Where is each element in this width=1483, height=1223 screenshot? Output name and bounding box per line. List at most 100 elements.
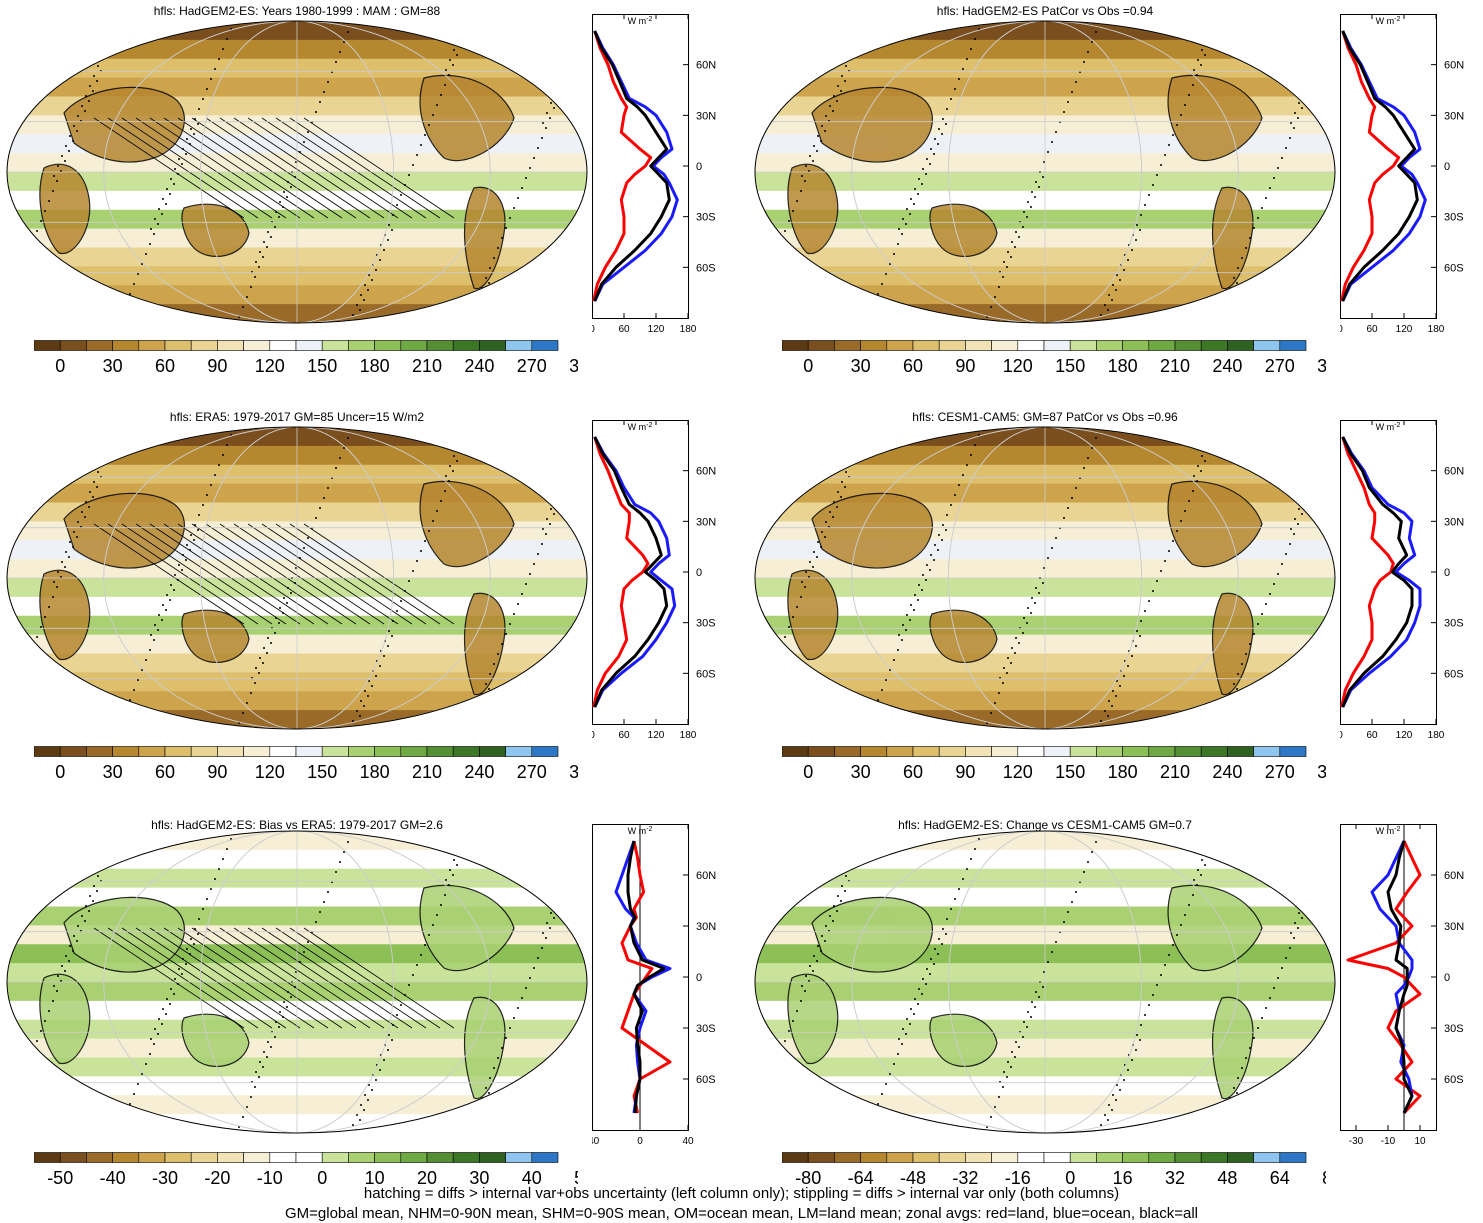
colorbar-swatch: [138, 746, 166, 757]
colorbar-label: 30: [851, 762, 871, 782]
colorbar-label: -10: [257, 1168, 283, 1188]
profile-lat-tick: 30S: [696, 618, 716, 630]
profile-lat-tick: 30N: [696, 110, 716, 122]
zonal-ocean-line: [614, 840, 672, 1114]
colorbar-swatch: [505, 340, 533, 351]
profile-lat-tick: 60S: [696, 1074, 716, 1086]
colorbar-swatch: [34, 340, 61, 351]
colorbar-swatch: [1227, 1152, 1254, 1163]
colorbar-swatch: [1122, 1152, 1150, 1163]
colorbar-swatch: [807, 746, 835, 757]
profile-units: W m-2: [628, 422, 653, 432]
global-map: [6, 426, 588, 730]
colorbar-label: 270: [1265, 356, 1295, 376]
colorbar-label: 120: [1003, 356, 1033, 376]
colorbar-swatch: [938, 746, 966, 757]
zonal-land-line: [592, 436, 650, 708]
profile-x-tick: 0: [592, 730, 595, 741]
colorbar: 0 30 60 90 120 150 180 210 240 270 300: [34, 340, 578, 376]
colorbar-label: 150: [307, 762, 337, 782]
zonal-all-line: [593, 30, 671, 302]
colorbar-swatch: [269, 1152, 297, 1163]
profile-lat-tick: 60N: [696, 870, 716, 882]
colorbar-label: 60: [903, 762, 923, 782]
colorbar-label: 120: [255, 356, 285, 376]
profile-x-tick: 0: [1340, 324, 1343, 335]
profile-lat-tick: 60N: [1444, 466, 1464, 478]
map-title: hfls: HadGEM2-ES PatCor vs Obs =0.94: [936, 4, 1154, 18]
profile-x-tick: 180: [1428, 730, 1445, 741]
profile-lat-tick: 60S: [1444, 668, 1464, 680]
colorbar-label: 150: [307, 356, 337, 376]
colorbar-label: 210: [1160, 762, 1190, 782]
colorbar-label: 180: [1108, 762, 1138, 782]
footnote-line-1: hatching = diffs > internal var+obs unce…: [363, 1185, 1120, 1202]
profile-units: W m-2: [1376, 16, 1401, 26]
colorbar-swatch: [1069, 340, 1097, 351]
colorbar-swatch: [59, 1152, 87, 1163]
zonal-land-line: [1340, 436, 1395, 708]
colorbar-swatch: [400, 1152, 428, 1163]
zonal-all-line: [593, 436, 669, 708]
global-map: [754, 830, 1336, 1134]
colorbar-swatch: [243, 340, 271, 351]
zonal-land-line: [620, 840, 672, 1114]
profile-lat-tick: 60S: [696, 668, 716, 680]
colorbar-swatch: [269, 340, 297, 351]
profile-lat-tick: 30S: [1444, 618, 1464, 630]
profile-x-tick: 60: [618, 730, 630, 741]
colorbar-label: 0: [1065, 1168, 1075, 1188]
zonal-ocean-line: [593, 30, 679, 302]
colorbar-swatch: [112, 1152, 140, 1163]
colorbar: -80 -64 -48 -32 -16 0 16 32 48 64 80: [782, 1152, 1326, 1188]
colorbar-swatch: [1174, 340, 1202, 351]
profile-units: W m-2: [1376, 422, 1401, 432]
colorbar-swatch: [991, 340, 1019, 351]
profile-x-tick: -30: [1349, 1136, 1364, 1147]
zonal-all-line: [1341, 436, 1414, 708]
colorbar-swatch: [505, 1152, 533, 1163]
colorbar-label: -32: [952, 1168, 978, 1188]
colorbar-label: 30: [851, 356, 871, 376]
colorbar-label: -80: [795, 1168, 821, 1188]
colorbar-swatch: [269, 746, 297, 757]
colorbar-label: -48: [900, 1168, 926, 1188]
colorbar-label: 32: [1165, 1168, 1185, 1188]
colorbar-label: -30: [152, 1168, 178, 1188]
colorbar-swatch: [782, 340, 809, 351]
profile-lat-tick: 60S: [1444, 1074, 1464, 1086]
footnote-line-2: GM=global mean, NHM=0-90N mean, SHM=0-90…: [284, 1205, 1198, 1222]
colorbar-swatch: [217, 746, 244, 757]
colorbar-swatch: [531, 340, 559, 351]
zonal-land-line: [1346, 840, 1422, 1115]
colorbar-swatch: [1069, 1152, 1097, 1163]
colorbar-swatch: [374, 340, 402, 351]
colorbar-swatch: [1200, 340, 1228, 351]
profile-units: W m-2: [1376, 826, 1401, 836]
colorbar: 0 30 60 90 120 150 180 210 240 270 300: [34, 746, 578, 782]
colorbar-swatch: [938, 1152, 966, 1163]
colorbar-swatch: [1122, 340, 1150, 351]
colorbar-swatch: [1017, 746, 1045, 757]
colorbar-swatch: [886, 746, 914, 757]
colorbar-swatch: [321, 1152, 349, 1163]
colorbar-swatch: [912, 1152, 940, 1163]
colorbar-swatch: [1069, 746, 1097, 757]
colorbar-swatch: [1253, 1152, 1281, 1163]
colorbar-swatch: [860, 746, 888, 757]
colorbar-label: 210: [412, 762, 442, 782]
colorbar-swatch: [164, 1152, 192, 1163]
colorbar-label: 90: [207, 762, 227, 782]
colorbar-label: -50: [47, 1168, 73, 1188]
colorbar-swatch: [452, 1152, 480, 1163]
colorbar-swatch: [1279, 1152, 1307, 1163]
profile-x-tick: 180: [680, 324, 697, 335]
colorbar-swatch: [34, 1152, 61, 1163]
colorbar-label: 120: [1003, 762, 1033, 782]
profile-x-tick: 180: [680, 730, 697, 741]
colorbar-label: -16: [1005, 1168, 1031, 1188]
colorbar-swatch: [217, 340, 244, 351]
global-map: [754, 20, 1336, 324]
colorbar-swatch: [452, 746, 480, 757]
colorbar-swatch: [834, 1152, 861, 1163]
